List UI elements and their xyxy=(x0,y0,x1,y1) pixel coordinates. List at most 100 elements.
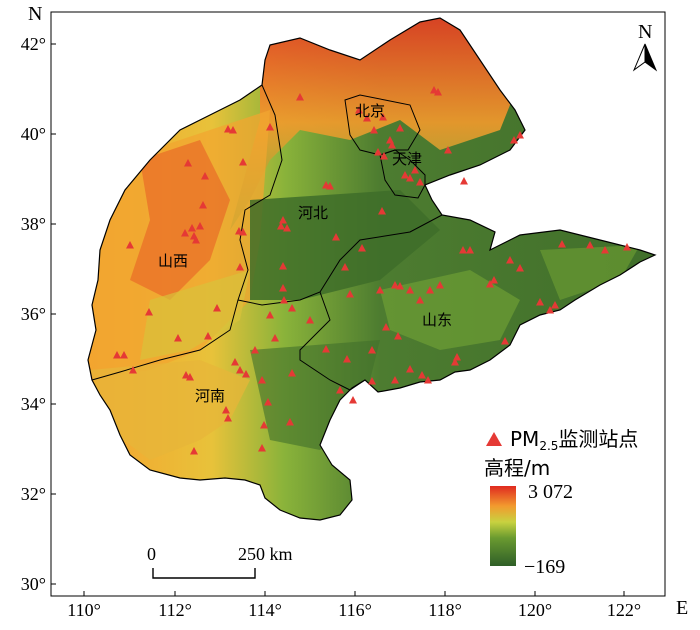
pm25-station-marker xyxy=(224,125,232,133)
pm25-station-marker xyxy=(213,304,221,312)
pm25-station-marker xyxy=(296,93,304,101)
pm25-station-marker xyxy=(510,136,518,144)
pm25-station-marker xyxy=(501,337,509,345)
pm25-station-marker xyxy=(174,334,182,342)
pm25-station-marker xyxy=(391,281,399,289)
pm25-station-marker xyxy=(416,296,424,304)
pm25-station-marker xyxy=(260,421,268,429)
legend: PM2.5监测站点 高程/m 3 072 −169 xyxy=(484,427,638,578)
x-tick-label: 118° xyxy=(428,600,462,620)
pm25-station-marker xyxy=(430,86,438,94)
pm25-station-marker xyxy=(349,396,357,404)
pm25-station-marker xyxy=(436,281,444,289)
y-tick-label: 30° xyxy=(21,574,46,594)
pm25-station-marker xyxy=(391,376,399,384)
pm25-station-marker xyxy=(231,358,239,366)
pm25-station-marker xyxy=(279,262,287,270)
pm25-station-marker xyxy=(546,306,554,314)
x-tick-label: 112° xyxy=(158,600,192,620)
pm25-station-marker xyxy=(424,376,432,384)
svg-text:N: N xyxy=(638,21,652,43)
legend-station-label: PM2.5监测站点 xyxy=(510,427,638,453)
pm25-station-marker xyxy=(368,346,376,354)
pm25-station-marker xyxy=(341,263,349,271)
pm25-station-marker xyxy=(322,345,330,353)
x-tick-label: 114° xyxy=(248,600,282,620)
x-tick-label: 110° xyxy=(67,600,101,620)
x-tick-label: 116° xyxy=(338,600,372,620)
pm25-station-marker xyxy=(277,222,285,230)
pm25-station-marker xyxy=(623,243,631,251)
pm25-station-marker xyxy=(326,182,334,190)
pm25-station-marker xyxy=(516,264,524,272)
pm25-station-marker xyxy=(416,178,424,186)
pm25-station-marker xyxy=(336,386,344,394)
elevation-color-bar xyxy=(490,486,516,566)
pm25-station-marker xyxy=(396,124,404,132)
pm25-station-marker xyxy=(516,131,524,139)
x-axis-letter: E xyxy=(676,597,688,619)
pm25-station-marker xyxy=(288,369,296,377)
pm25-station-marker xyxy=(286,418,294,426)
pm25-station-marker xyxy=(222,406,230,414)
pm25-station-marker xyxy=(251,346,259,354)
pm25-station-marker xyxy=(204,332,212,340)
pm25-station-marker xyxy=(181,229,189,237)
pm25-station-marker xyxy=(380,152,388,160)
pm25-station-marker xyxy=(396,282,404,290)
elevation-max-label: 3 072 xyxy=(528,481,573,503)
pm25-station-marker xyxy=(388,141,396,149)
pm25-station-marker xyxy=(401,171,409,179)
pm25-station-marker xyxy=(182,371,190,379)
pm25-station-marker xyxy=(199,201,207,209)
pm25-station-marker xyxy=(283,224,291,232)
pm25-station-marker xyxy=(129,366,137,374)
region-label-shanxi: 山西 xyxy=(158,252,188,270)
pm25-station-marker xyxy=(418,371,426,379)
pm25-station-marker xyxy=(190,447,198,455)
pm25-station-marker xyxy=(288,304,296,312)
y-axis-ticks: 42° 40° 38° 36° 34° 32° 30° xyxy=(21,34,56,594)
scale-bar: 0 250 km xyxy=(147,544,293,579)
pm25-station-marker xyxy=(506,256,514,264)
pm25-station-marker xyxy=(444,146,452,154)
pm25-station-marker xyxy=(264,398,272,406)
pm25-station-marker xyxy=(196,222,204,230)
pm25-station-marker xyxy=(279,284,287,292)
pm25-station-marker xyxy=(201,172,209,180)
station-markers xyxy=(113,86,631,455)
pm25-station-marker xyxy=(434,88,442,96)
pm25-station-marker xyxy=(145,308,153,316)
x-axis-ticks: 110° 112° 114° 116° 118° 120° 122° xyxy=(67,591,641,620)
pm25-station-marker xyxy=(343,355,351,363)
region-label-beijing: 北京 xyxy=(355,102,385,120)
pm25-station-marker xyxy=(186,373,194,381)
y-tick-label: 32° xyxy=(21,484,46,504)
pm25-station-marker xyxy=(536,298,544,306)
pm25-station-marker xyxy=(126,241,134,249)
pm25-station-marker xyxy=(188,224,196,232)
pm25-station-marker xyxy=(378,207,386,215)
pm25-station-marker xyxy=(229,126,237,134)
pm25-station-marker xyxy=(266,123,274,131)
pm25-station-marker xyxy=(368,377,376,385)
pm25-station-marker xyxy=(236,263,244,271)
pm25-station-marker xyxy=(486,280,494,288)
pm25-station-marker xyxy=(411,166,419,174)
y-tick-label: 42° xyxy=(21,34,46,54)
pm25-station-marker xyxy=(374,148,382,156)
region-label-henan: 河南 xyxy=(195,387,225,405)
pm25-station-marker xyxy=(382,323,390,331)
pm25-station-marker xyxy=(258,376,266,384)
pm25-station-marker xyxy=(490,276,498,284)
region-label-tianjin: 天津 xyxy=(392,150,422,168)
pm25-station-marker xyxy=(551,301,559,309)
y-tick-label: 40° xyxy=(21,124,46,144)
pm25-station-marker xyxy=(394,332,402,340)
legend-elevation-title: 高程/m xyxy=(484,456,550,480)
pm25-station-marker xyxy=(258,444,266,452)
x-tick-label: 122° xyxy=(607,600,641,620)
pm25-station-marker xyxy=(266,311,274,319)
pm25-station-marker xyxy=(306,316,314,324)
pm25-station-marker xyxy=(466,246,474,254)
